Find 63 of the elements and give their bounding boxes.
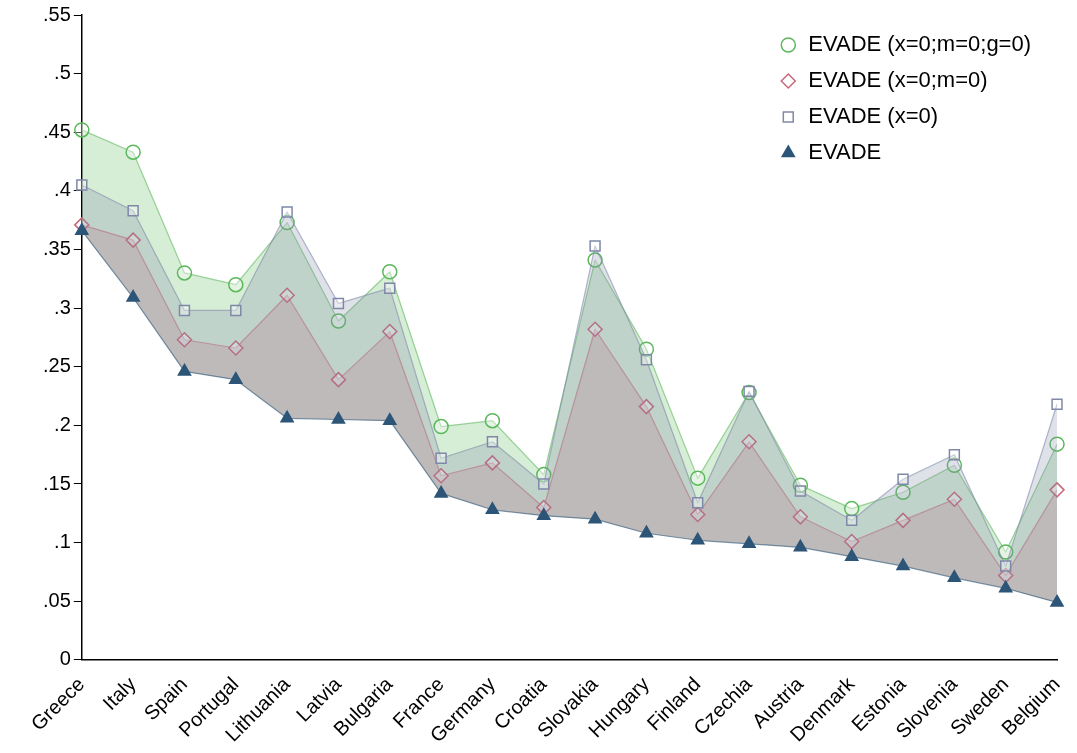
y-tick-label: .4 — [54, 178, 71, 201]
point — [485, 502, 500, 515]
y-tick-label: .25 — [42, 354, 71, 377]
legend-label: EVADE (x=0;m=0;g=0) — [808, 31, 1032, 57]
y-tick-label: .2 — [54, 412, 71, 435]
point — [692, 497, 704, 509]
point — [382, 412, 397, 425]
point — [947, 570, 962, 583]
point — [126, 289, 140, 302]
point — [230, 304, 242, 317]
point — [331, 411, 346, 424]
point — [484, 412, 501, 429]
point — [998, 580, 1013, 593]
point — [689, 470, 706, 486]
point — [74, 122, 90, 138]
point — [538, 478, 550, 490]
point — [897, 473, 909, 486]
point — [1050, 594, 1064, 607]
point — [742, 536, 756, 549]
point — [589, 240, 601, 252]
y-tick-label: .1 — [54, 530, 71, 553]
point — [228, 371, 243, 384]
point — [127, 205, 139, 217]
y-tick-label: .15 — [42, 471, 71, 494]
point — [896, 558, 910, 571]
point — [846, 514, 858, 527]
y-tick-label: .35 — [42, 237, 71, 260]
point — [639, 525, 654, 538]
point — [384, 282, 396, 294]
point — [640, 354, 653, 366]
point — [76, 179, 88, 191]
y-tick-label: .5 — [54, 61, 71, 84]
point — [176, 265, 193, 281]
point — [435, 452, 447, 464]
point — [382, 264, 398, 280]
y-tick-label: .05 — [42, 588, 71, 611]
point — [332, 297, 345, 310]
point — [588, 511, 602, 524]
point — [1000, 560, 1012, 572]
legend-label: EVADE (x=0;m=0) — [808, 67, 988, 93]
point — [844, 548, 859, 561]
point — [948, 448, 961, 461]
point — [434, 485, 448, 498]
point — [280, 410, 294, 423]
point — [690, 532, 705, 545]
y-tick-label: 0 — [59, 647, 71, 670]
legend-label: EVADE (x=0) — [808, 103, 939, 129]
point — [177, 363, 192, 376]
point — [843, 500, 860, 517]
point — [125, 144, 141, 160]
y-tick-label: .45 — [42, 119, 71, 142]
y-tick-label: .55 — [42, 2, 71, 25]
point — [178, 304, 191, 317]
point — [486, 436, 499, 448]
point — [228, 276, 244, 293]
x-tick-label: Italy — [98, 672, 140, 715]
point — [794, 485, 807, 497]
point — [281, 206, 293, 218]
legend-label: EVADE — [808, 139, 882, 165]
point — [536, 507, 551, 520]
point — [793, 539, 808, 552]
y-tick-label: .3 — [54, 295, 71, 318]
point — [433, 418, 449, 435]
